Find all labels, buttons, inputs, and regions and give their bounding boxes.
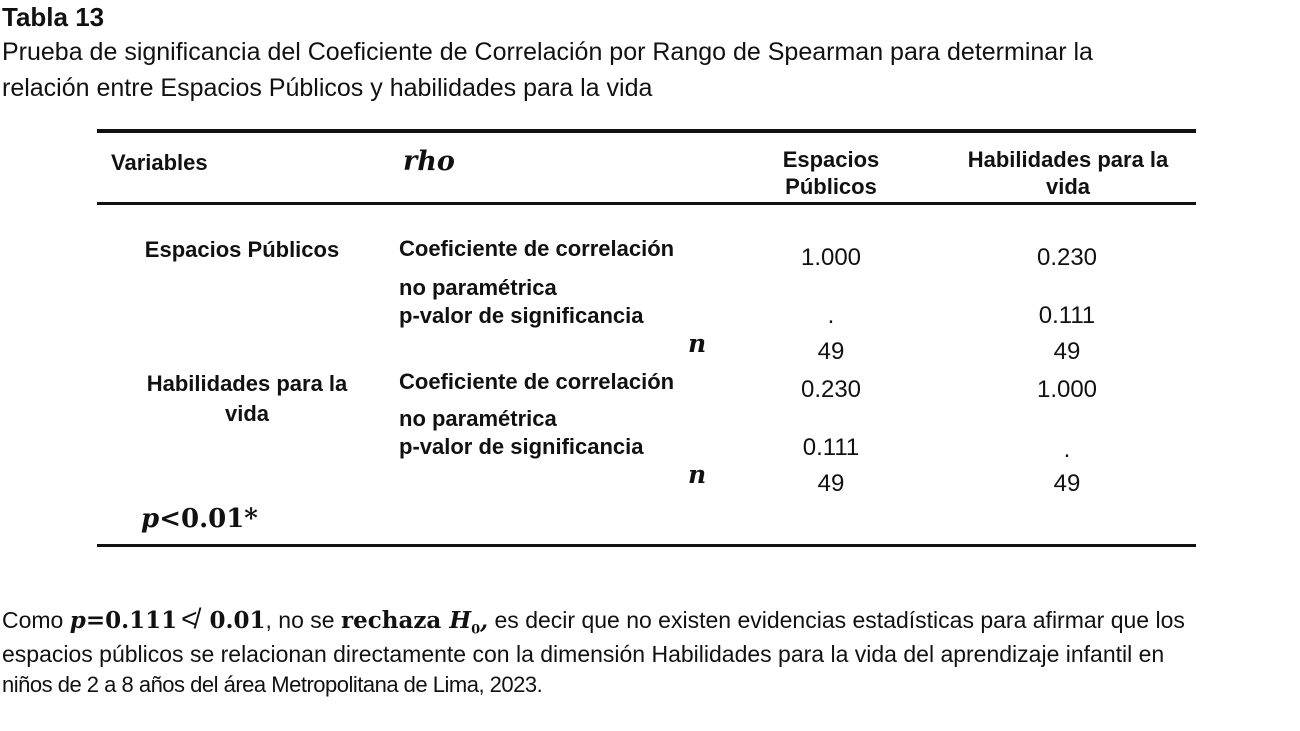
row1-pvalue-espacios: . xyxy=(827,302,835,329)
header-espacios-publicos: Espacios Públicos xyxy=(782,147,880,199)
row2-n-espacios: 49 xyxy=(817,470,845,497)
row1-stat-coef-line2: no paramétrica xyxy=(399,275,557,300)
table-header-rule xyxy=(97,202,1196,205)
row2-stat-coef-line2: no paramétrica xyxy=(399,406,557,431)
significance-footnote: p<0.01* xyxy=(141,504,258,534)
row2-pvalue-habilidades: . xyxy=(1063,436,1071,463)
row2-stat-coef-line1: Coeficiente de correlación xyxy=(399,369,675,394)
row2-coef-habilidades: 1.000 xyxy=(1036,376,1098,403)
table-bottom-rule xyxy=(97,544,1196,547)
table-caption-line2: relación entre Espacios Públicos y habil… xyxy=(2,74,653,102)
row2-pvalue-label: p-valor de significancia xyxy=(399,434,644,459)
header-habilidades: Habilidades para la vida xyxy=(967,147,1169,199)
row1-n-label: n xyxy=(688,329,707,358)
conclusion-line1: Como p=0.111 ≮ 0.01, no se rechaza H0, es… xyxy=(2,603,1185,638)
row2-coef-espacios: 0.230 xyxy=(800,376,862,403)
row-variable-espacios-publicos: Espacios Públicos xyxy=(144,237,340,262)
row1-stat-coef-line1: Coeficiente de correlación xyxy=(399,236,675,261)
row2-n-habilidades: 49 xyxy=(1053,470,1081,497)
header-variables: Variables xyxy=(111,150,208,175)
conclusion-line3: niños de 2 a 8 años del área Metropolita… xyxy=(2,672,543,697)
table-caption-line1: Prueba de significancia del Coeficiente … xyxy=(2,38,1093,66)
row1-pvalue-habilidades: 0.111 xyxy=(1038,302,1096,329)
conclusion-line2: espacios públicos se relacionan directam… xyxy=(2,641,1165,667)
row1-coef-habilidades: 0.230 xyxy=(1036,244,1098,271)
row1-pvalue-label: p-valor de significancia xyxy=(399,303,644,328)
row2-n-label: n xyxy=(688,460,707,489)
row2-pvalue-espacios: 0.111 xyxy=(802,434,860,461)
not-less-than-symbol: ≮ xyxy=(181,603,198,634)
table-title: Tabla 13 xyxy=(2,2,105,32)
header-rho: rho xyxy=(403,146,455,177)
row-variable-habilidades: Habilidades para la vida xyxy=(146,371,348,426)
row1-n-habilidades: 49 xyxy=(1053,338,1081,365)
row1-coef-espacios: 1.000 xyxy=(800,244,862,271)
row1-n-espacios: 49 xyxy=(817,338,845,365)
table-top-rule xyxy=(97,129,1196,133)
